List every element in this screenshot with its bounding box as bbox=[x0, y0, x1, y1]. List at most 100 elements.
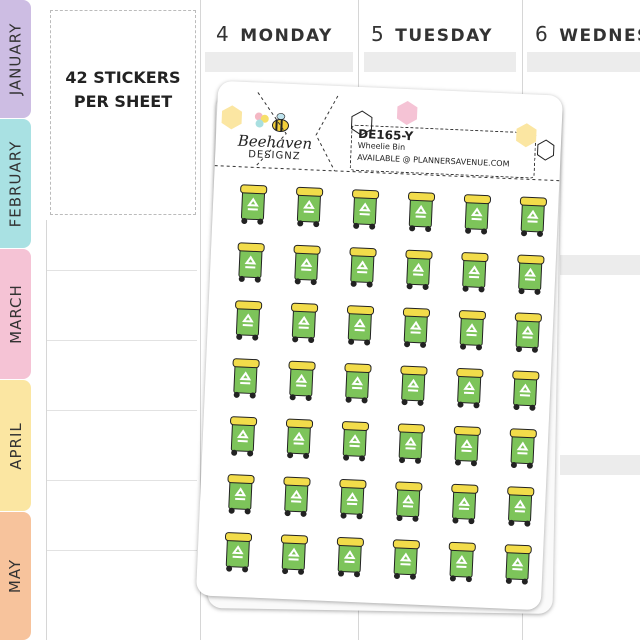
header-band bbox=[560, 255, 640, 275]
wheelie-bin-sticker bbox=[218, 297, 276, 357]
wheelie-bin-sticker bbox=[211, 471, 269, 531]
wheelie-bin-sticker bbox=[445, 249, 503, 309]
sticker-grid bbox=[208, 181, 561, 601]
wheelie-bin-sticker bbox=[330, 302, 388, 362]
stickers-per-sheet-box: 42 STICKERS PER SHEET bbox=[50, 10, 196, 215]
header-band bbox=[527, 52, 640, 72]
wheelie-bin-sticker bbox=[440, 365, 498, 425]
recycle-bin-icon bbox=[507, 486, 535, 527]
recycle-bin-icon bbox=[336, 536, 364, 578]
wheelie-bin-sticker bbox=[498, 309, 556, 369]
recycle-bin-icon bbox=[232, 358, 260, 399]
sheet-header: Beehaven DESIGNZ DE165-Y Wheelie Bin AVAI… bbox=[214, 81, 563, 191]
recycle-bin-icon bbox=[451, 483, 479, 525]
recycle-bin-icon bbox=[397, 423, 425, 464]
wheelie-bin-sticker bbox=[335, 186, 393, 246]
wheelie-bin-sticker bbox=[267, 473, 325, 533]
recycle-bin-icon bbox=[512, 370, 540, 411]
recycle-bin-icon bbox=[235, 300, 263, 341]
recycle-bin-icon bbox=[400, 365, 428, 406]
wheelie-bin-sticker bbox=[488, 541, 546, 601]
recycle-bin-icon bbox=[519, 196, 547, 237]
wheelie-bin-sticker bbox=[279, 184, 337, 244]
line bbox=[47, 270, 197, 271]
wheelie-bin-sticker bbox=[442, 307, 500, 367]
wheelie-bin-sticker bbox=[501, 251, 559, 311]
wheelie-bin-sticker bbox=[323, 476, 381, 536]
wheelie-bin-sticker bbox=[435, 481, 493, 541]
recycle-bin-icon bbox=[392, 539, 420, 580]
header-band bbox=[205, 52, 353, 72]
recycle-bin-icon bbox=[509, 428, 537, 469]
recycle-bin-icon bbox=[224, 532, 253, 573]
tab-label: MAY bbox=[6, 558, 25, 594]
divider bbox=[200, 0, 201, 640]
wheelie-bin-sticker bbox=[221, 239, 279, 299]
tab-may[interactable]: MAY bbox=[0, 512, 31, 640]
wheelie-bin-sticker bbox=[496, 367, 554, 427]
tab-label: APRIL bbox=[6, 421, 25, 470]
recycle-bin-icon bbox=[349, 247, 377, 288]
wheelie-bin-sticker bbox=[277, 242, 335, 302]
recycle-bin-icon bbox=[407, 191, 436, 233]
recycle-bin-icon bbox=[395, 481, 423, 522]
tab-february[interactable]: FEBRUARY bbox=[0, 119, 31, 248]
hexagon-decor bbox=[214, 92, 560, 182]
recycle-bin-icon bbox=[339, 479, 367, 520]
wheelie-bin-sticker bbox=[384, 362, 442, 422]
recycle-bin-icon bbox=[514, 312, 542, 353]
header-band bbox=[364, 52, 516, 72]
recycle-bin-icon bbox=[227, 474, 255, 515]
tab-march[interactable]: MARCH bbox=[0, 249, 31, 379]
recycle-bin-icon bbox=[230, 416, 258, 457]
tab-january[interactable]: JANUARY bbox=[0, 0, 31, 118]
line bbox=[47, 410, 197, 411]
line bbox=[47, 550, 197, 551]
wheelie-bin-sticker bbox=[503, 193, 561, 253]
recycle-bin-icon bbox=[344, 363, 372, 404]
wheelie-bin-sticker bbox=[269, 415, 327, 475]
wheelie-bin-sticker bbox=[391, 188, 449, 248]
wheelie-bin-sticker bbox=[272, 357, 330, 417]
recycle-bin-icon bbox=[288, 360, 316, 401]
wheelie-bin-sticker bbox=[325, 418, 383, 478]
wheelie-bin-sticker bbox=[379, 478, 437, 538]
recycle-bin-icon bbox=[517, 254, 545, 295]
wheelie-bin-sticker bbox=[491, 483, 549, 543]
wheelie-bin-sticker bbox=[386, 304, 444, 364]
recycle-bin-icon bbox=[293, 244, 321, 286]
recycle-bin-icon bbox=[458, 310, 486, 351]
tab-label: MARCH bbox=[6, 284, 25, 344]
recycle-bin-icon bbox=[346, 305, 375, 346]
recycle-bin-icon bbox=[463, 194, 492, 235]
divider bbox=[46, 220, 47, 640]
bee-icon bbox=[255, 112, 290, 132]
recycle-bin-icon bbox=[453, 425, 481, 467]
wheelie-bin-sticker bbox=[447, 191, 505, 251]
wheelie-bin-sticker bbox=[208, 529, 266, 589]
wheelie-bin-sticker bbox=[376, 536, 434, 596]
day-monday: 4 MONDAY bbox=[216, 22, 333, 46]
tab-label: FEBRUARY bbox=[6, 140, 25, 227]
recycle-bin-icon bbox=[352, 189, 380, 230]
brand-logo: Beehaven DESIGNZ bbox=[237, 110, 314, 165]
wheelie-bin-sticker bbox=[213, 413, 271, 473]
tab-label: JANUARY bbox=[6, 22, 25, 96]
wheelie-bin-sticker bbox=[328, 360, 386, 420]
recycle-bin-icon bbox=[240, 184, 268, 225]
recycle-bin-icon bbox=[280, 534, 308, 575]
wheelie-bin-sticker bbox=[381, 420, 439, 480]
day-tuesday: 5 TUESDAY bbox=[371, 22, 493, 46]
tab-april[interactable]: APRIL bbox=[0, 380, 31, 511]
recycle-bin-icon bbox=[461, 252, 489, 293]
wheelie-bin-sticker bbox=[264, 531, 322, 591]
wheelie-bin-sticker bbox=[274, 299, 332, 359]
recycle-bin-icon bbox=[291, 302, 319, 344]
recycle-bin-icon bbox=[504, 544, 532, 585]
recycle-bin-icon bbox=[456, 368, 484, 409]
recycle-bin-icon bbox=[402, 307, 431, 348]
line bbox=[47, 480, 197, 481]
header-band bbox=[560, 455, 640, 475]
wheelie-bin-sticker bbox=[437, 423, 495, 483]
recycle-bin-icon bbox=[341, 421, 369, 462]
